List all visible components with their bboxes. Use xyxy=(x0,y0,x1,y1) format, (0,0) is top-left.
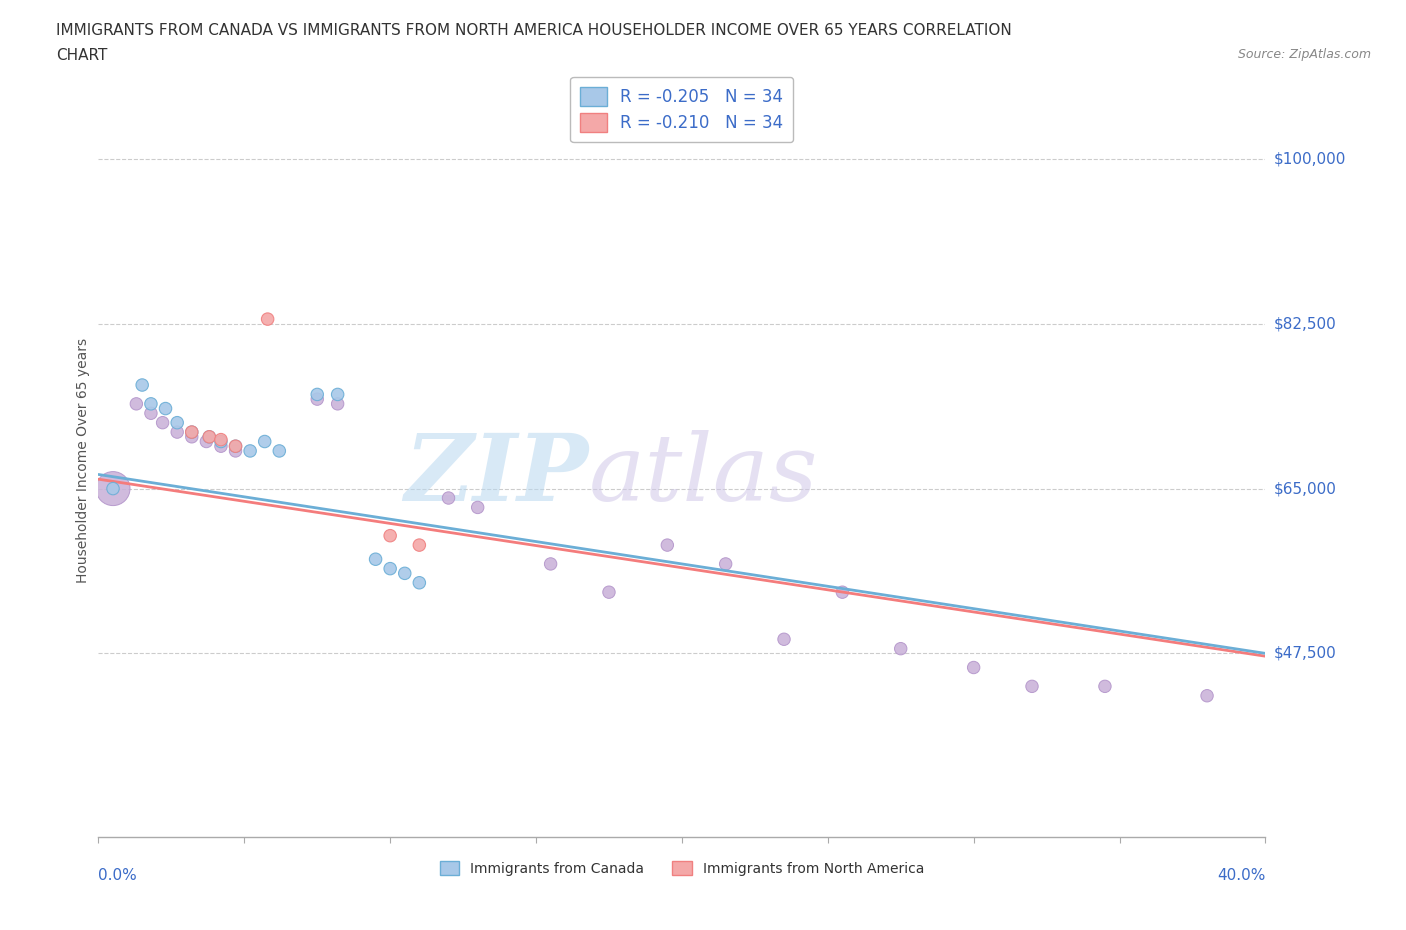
Point xyxy=(326,396,349,411)
Point xyxy=(437,491,460,506)
Point xyxy=(131,378,153,392)
Point xyxy=(307,387,329,402)
Point xyxy=(1094,679,1116,694)
Point xyxy=(180,430,202,445)
Text: CHART: CHART xyxy=(56,48,108,63)
Text: Source: ZipAtlas.com: Source: ZipAtlas.com xyxy=(1237,48,1371,61)
Point xyxy=(101,481,124,496)
Point xyxy=(198,430,221,445)
Text: 40.0%: 40.0% xyxy=(1218,868,1265,883)
Point xyxy=(962,660,984,675)
Point xyxy=(239,444,262,458)
Point xyxy=(180,425,202,440)
Point xyxy=(195,434,218,449)
Point xyxy=(1195,688,1218,703)
Point xyxy=(225,439,247,454)
Point xyxy=(269,444,291,458)
Point xyxy=(101,481,124,496)
Point xyxy=(408,538,430,552)
Text: IMMIGRANTS FROM CANADA VS IMMIGRANTS FROM NORTH AMERICA HOUSEHOLDER INCOME OVER : IMMIGRANTS FROM CANADA VS IMMIGRANTS FRO… xyxy=(56,23,1012,38)
Point xyxy=(394,565,416,580)
Legend: Immigrants from Canada, Immigrants from North America: Immigrants from Canada, Immigrants from … xyxy=(433,854,931,883)
Point xyxy=(467,500,489,515)
Point xyxy=(1021,679,1043,694)
Text: ZIP: ZIP xyxy=(405,431,589,521)
Point xyxy=(139,396,162,411)
Point xyxy=(209,439,232,454)
Text: $65,000: $65,000 xyxy=(1274,481,1337,496)
Point xyxy=(198,430,221,445)
Point xyxy=(714,556,737,571)
Text: atlas: atlas xyxy=(589,431,818,521)
Point xyxy=(380,528,402,543)
Point xyxy=(125,396,148,411)
Point xyxy=(831,585,853,600)
Point xyxy=(166,415,188,430)
Point xyxy=(155,401,177,416)
Point xyxy=(890,642,912,657)
Point xyxy=(540,556,562,571)
Point xyxy=(326,387,349,402)
Point xyxy=(307,392,329,406)
Point xyxy=(209,432,232,447)
Point xyxy=(598,585,620,600)
Point xyxy=(364,551,387,566)
Point xyxy=(225,444,247,458)
Point xyxy=(773,631,796,646)
Point xyxy=(139,405,162,420)
Text: $47,500: $47,500 xyxy=(1274,645,1337,661)
Point xyxy=(225,439,247,454)
Point xyxy=(657,538,679,552)
Point xyxy=(253,434,276,449)
Point xyxy=(256,312,278,326)
Point xyxy=(380,561,402,576)
Point xyxy=(152,415,174,430)
Point xyxy=(180,425,202,440)
Text: $100,000: $100,000 xyxy=(1274,152,1346,166)
Point xyxy=(408,576,430,591)
Point xyxy=(166,425,188,440)
Text: 0.0%: 0.0% xyxy=(98,868,138,883)
Text: $82,500: $82,500 xyxy=(1274,316,1337,331)
Y-axis label: Householder Income Over 65 years: Householder Income Over 65 years xyxy=(76,338,90,583)
Point xyxy=(209,434,232,449)
